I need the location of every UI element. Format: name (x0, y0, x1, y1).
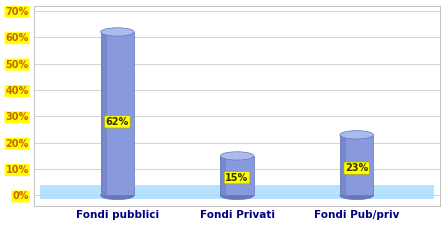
Text: Fondi pubblici: Fondi pubblici (76, 210, 159, 220)
Text: 15%: 15% (225, 173, 249, 183)
Polygon shape (40, 185, 434, 199)
Ellipse shape (101, 28, 134, 36)
Ellipse shape (340, 191, 373, 200)
Bar (340, 135, 373, 196)
Ellipse shape (340, 131, 373, 139)
Text: Fondi Pub/priv: Fondi Pub/priv (314, 210, 399, 220)
Ellipse shape (220, 152, 254, 160)
Text: 62%: 62% (106, 117, 129, 127)
Ellipse shape (101, 191, 134, 200)
Bar (220, 156, 254, 196)
Text: Fondi Privati: Fondi Privati (199, 210, 275, 220)
Bar (101, 32, 134, 196)
Text: 23%: 23% (345, 163, 368, 173)
Bar (340, 135, 346, 196)
Ellipse shape (220, 191, 254, 200)
Bar (220, 156, 226, 196)
Bar (101, 32, 107, 196)
